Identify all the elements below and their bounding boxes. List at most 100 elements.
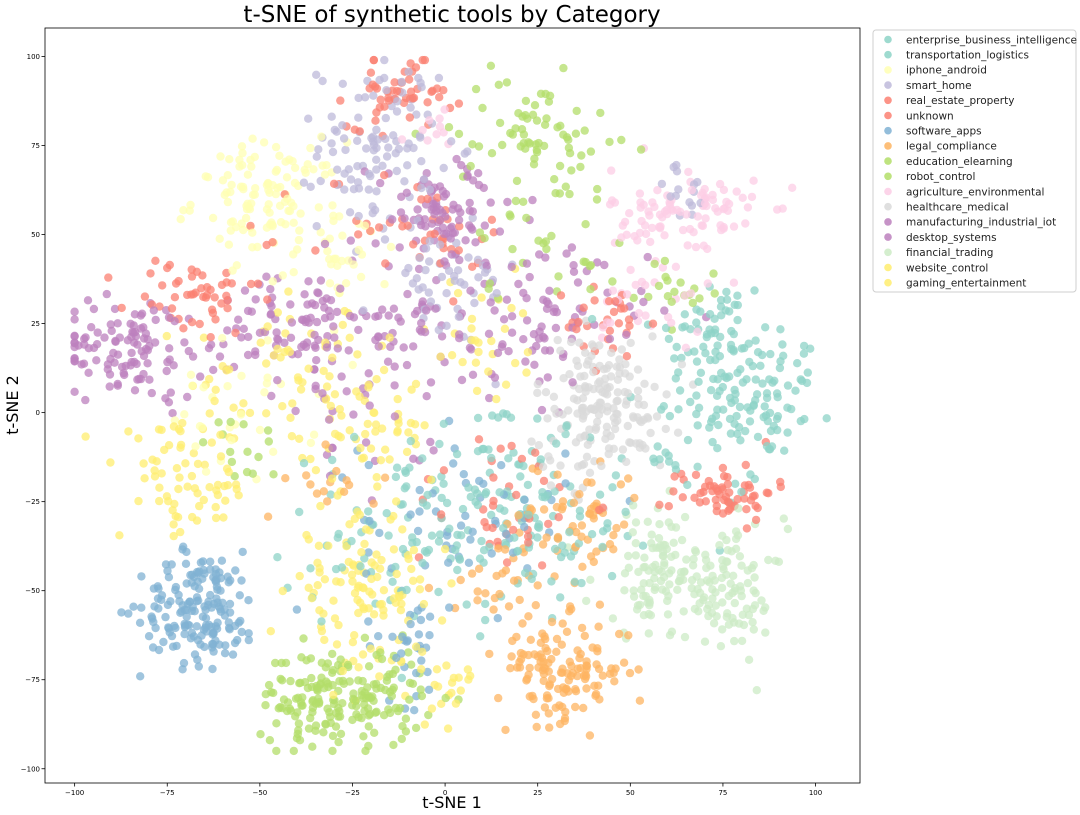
legend-marker [884, 218, 892, 226]
scatter-point-iphone-android [263, 373, 272, 382]
y-tick-label: −25 [25, 498, 40, 506]
scatter-point-website-control [152, 457, 161, 466]
scatter-point-real-estate-property [480, 518, 489, 527]
scatter-point-desktop-systems [493, 348, 503, 358]
scatter-point-education-elearning [377, 654, 387, 664]
scatter-point-desktop-systems [542, 304, 552, 313]
scatter-point-manufacturing-industrial-iot [170, 317, 179, 326]
scatter-point-desktop-systems [328, 443, 337, 453]
scatter-point-financial-trading [701, 555, 711, 565]
scatter-point-healthcare-medical [602, 422, 612, 431]
scatter-point-manufacturing-industrial-iot [329, 322, 338, 331]
scatter-point-enterprise-business-intelligence [780, 446, 789, 455]
scatter-point-unknown [311, 246, 320, 255]
scatter-point-website-control [409, 545, 419, 555]
legend-marker [884, 202, 892, 211]
scatter-point-gaming-entertainment [467, 324, 476, 333]
scatter-point-education-elearning [389, 683, 398, 692]
scatter-point-education-elearning [593, 184, 602, 194]
scatter-point-education-elearning [308, 742, 317, 751]
legend-entry-label: unknown [906, 110, 954, 122]
scatter-point-legal-compliance [578, 562, 587, 571]
scatter-point-financial-trading [629, 586, 638, 595]
scatter-point-software-apps [137, 572, 146, 581]
scatter-point-agriculture-environmental [738, 193, 747, 202]
scatter-point-website-control [288, 399, 297, 408]
scatter-point-unknown [329, 179, 339, 188]
scatter-point-financial-trading [722, 570, 731, 579]
scatter-point-desktop-systems [413, 306, 422, 316]
scatter-point-real-estate-property [670, 472, 679, 481]
legend-marker [884, 142, 892, 150]
scatter-point-transportation-logistics [653, 442, 662, 451]
scatter-point-software-apps [208, 639, 217, 649]
scatter-point-gaming-entertainment [436, 352, 445, 361]
scatter-point-enterprise-business-intelligence [758, 379, 767, 388]
scatter-point-real-estate-property [165, 260, 174, 270]
scatter-point-agriculture-environmental [617, 233, 626, 242]
scatter-point-real-estate-property [764, 489, 773, 498]
scatter-point-iphone-android [237, 371, 246, 381]
scatter-point-enterprise-business-intelligence [690, 347, 699, 356]
scatter-point-software-apps [236, 616, 245, 626]
scatter-point-healthcare-medical [534, 441, 544, 450]
scatter-point-education-elearning [338, 699, 347, 708]
scatter-point-iphone-android [235, 162, 244, 171]
scatter-point-enterprise-business-intelligence [458, 504, 468, 514]
scatter-point-education-elearning [302, 656, 311, 665]
scatter-point-education-elearning [269, 470, 278, 479]
scatter-point-agriculture-environmental [648, 198, 657, 207]
scatter-point-software-apps [466, 535, 475, 544]
scatter-point-gaming-entertainment [437, 699, 446, 708]
x-tick-label: −75 [160, 789, 175, 797]
scatter-point-iphone-android [208, 213, 218, 223]
scatter-point-real-estate-property [517, 454, 527, 464]
scatter-point-unknown [468, 262, 477, 271]
scatter-point-iphone-android [247, 162, 256, 171]
scatter-point-transportation-logistics [565, 528, 574, 537]
scatter-point-iphone-android [317, 132, 326, 141]
scatter-point-software-apps [204, 600, 213, 610]
scatter-point-healthcare-medical [673, 428, 683, 437]
scatter-point-healthcare-medical [575, 433, 585, 442]
scatter-point-software-apps [192, 622, 201, 631]
scatter-point-transportation-logistics [337, 563, 347, 572]
legend-marker [884, 66, 892, 74]
scatter-point-desktop-systems [545, 286, 554, 295]
scatter-point-smart-home [384, 143, 393, 152]
scatter-point-manufacturing-industrial-iot [129, 321, 138, 330]
scatter-point-software-apps [159, 637, 168, 647]
scatter-point-real-estate-property [366, 68, 376, 77]
scatter-point-manufacturing-industrial-iot [303, 300, 312, 309]
scatter-point-website-control [320, 635, 329, 645]
scatter-point-manufacturing-industrial-iot [188, 352, 198, 361]
scatter-point-website-control [420, 421, 429, 430]
scatter-point-gaming-entertainment [325, 372, 334, 381]
scatter-point-education-elearning [311, 726, 320, 735]
scatter-point-website-control [173, 513, 183, 522]
scatter-point-smart-home [435, 240, 445, 249]
scatter-point-agriculture-environmental [418, 125, 427, 135]
scatter-point-enterprise-business-intelligence [661, 323, 671, 333]
scatter-point-education-elearning [454, 129, 464, 139]
scatter-point-smart-home [312, 70, 321, 80]
scatter-point-enterprise-business-intelligence [711, 347, 720, 357]
scatter-point-website-control [172, 464, 182, 473]
scatter-point-desktop-systems [422, 392, 431, 401]
scatter-point-legal-compliance [321, 440, 330, 449]
scatter-point-financial-trading [586, 575, 595, 584]
scatter-point-website-control [134, 434, 143, 443]
scatter-point-legal-compliance [332, 466, 341, 476]
scatter-point-manufacturing-industrial-iot [70, 307, 79, 316]
scatter-point-website-control [357, 454, 367, 463]
scatter-point-robot-control [667, 297, 676, 306]
scatter-point-iphone-android [188, 381, 197, 390]
scatter-point-agriculture-environmental [671, 262, 681, 271]
scatter-point-legal-compliance [531, 710, 541, 719]
scatter-point-financial-trading [677, 535, 687, 545]
scatter-point-enterprise-business-intelligence [745, 357, 754, 367]
scatter-point-enterprise-business-intelligence [473, 500, 482, 510]
scatter-point-financial-trading [637, 585, 646, 594]
scatter-point-education-elearning [362, 694, 371, 703]
scatter-point-agriculture-environmental [683, 241, 692, 250]
